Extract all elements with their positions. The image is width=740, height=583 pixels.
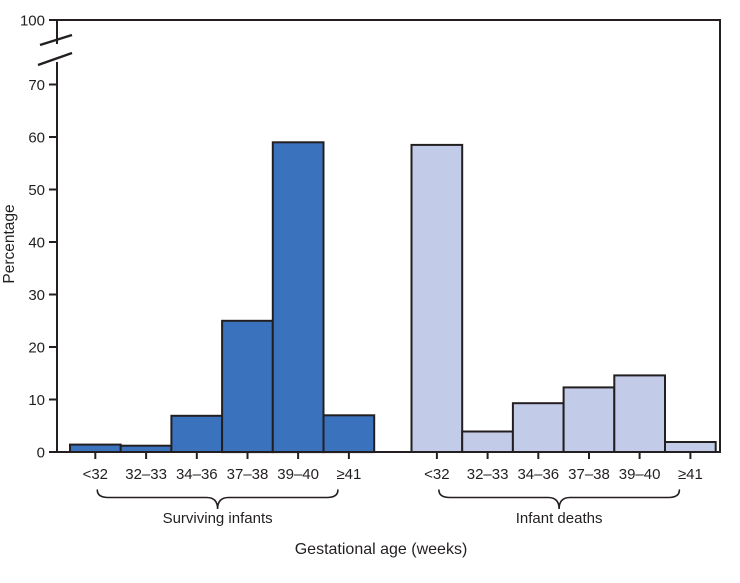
x-axis-tick-label: 34–36 <box>517 466 559 483</box>
group-label: Infant deaths <box>516 510 603 527</box>
x-axis-tick-label: <32 <box>83 466 108 483</box>
y-axis-tick-label: 100 <box>20 13 45 30</box>
y-axis-tick-label: 10 <box>28 392 45 409</box>
x-axis-tick-label: 32–33 <box>467 466 509 483</box>
bar-surviving-2 <box>170 414 224 453</box>
y-axis-tick-label: 0 <box>37 445 45 462</box>
group-brace <box>438 489 681 510</box>
x-axis-tick-label: ≥41 <box>336 466 361 483</box>
bar-surviving-0 <box>69 443 122 454</box>
y-axis-tick-label: 50 <box>28 182 45 199</box>
y-axis-tick-label: 60 <box>28 130 45 147</box>
x-axis-tick-label: 39–40 <box>619 466 661 483</box>
y-axis-tick-label: 30 <box>28 287 45 304</box>
bar-deaths-4 <box>613 374 666 453</box>
y-axis-tick-label: 20 <box>28 340 45 357</box>
y-axis-break-icon <box>37 51 73 67</box>
x-axis-tick-label: 39–40 <box>277 466 319 483</box>
x-axis-tick-label: ≥41 <box>678 466 703 483</box>
x-axis-tick-label: 32–33 <box>125 466 167 483</box>
bar-deaths-0 <box>410 143 464 453</box>
plot-border <box>56 19 721 453</box>
bar-surviving-4 <box>271 141 325 454</box>
x-axis-tick-label: 34–36 <box>176 466 218 483</box>
group-brace <box>96 489 339 510</box>
y-axis-break-icon <box>39 33 73 47</box>
group-label: Surviving infants <box>163 510 273 527</box>
y-axis-title: Percentage <box>1 204 18 283</box>
bar-deaths-3 <box>562 386 616 453</box>
bar-deaths-1 <box>461 430 514 453</box>
x-axis-tick-label: 37–38 <box>227 466 269 483</box>
x-axis-title: Gestational age (weeks) <box>295 541 468 558</box>
bar-deaths-5 <box>664 441 717 453</box>
x-axis-tick-label: <32 <box>424 466 449 483</box>
bar-surviving-3 <box>221 319 274 454</box>
bar-surviving-5 <box>322 414 376 454</box>
x-axis-tick-label: 37–38 <box>568 466 610 483</box>
bar-deaths-2 <box>511 402 565 454</box>
y-axis-tick-label: 70 <box>28 77 45 94</box>
y-axis-tick-label: 40 <box>28 235 45 252</box>
